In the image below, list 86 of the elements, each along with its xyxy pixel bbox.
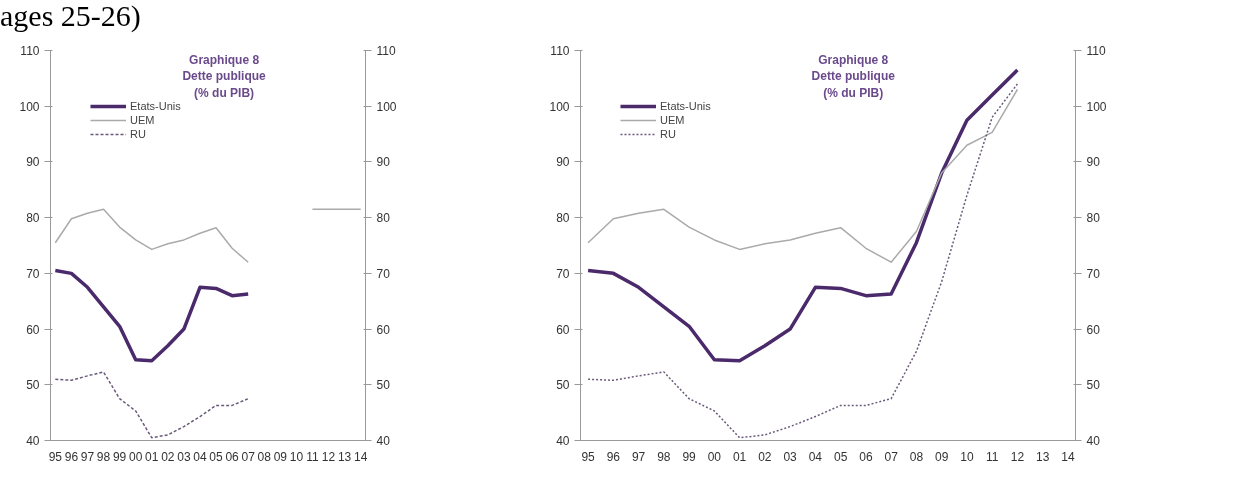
x-tick-label: 14	[1061, 449, 1075, 464]
x-tick-label: 06	[225, 449, 240, 464]
y-tick-label: 90	[26, 155, 40, 170]
y2-tick-label: 50	[1086, 378, 1101, 393]
x-tick-label: 04	[193, 449, 207, 464]
text: Graphique 8 Dette publique (% du PIB)	[182, 52, 267, 101]
x-tick-label: 07	[884, 449, 899, 464]
line-series	[54, 371, 249, 439]
x-tick-label: 95	[581, 449, 596, 464]
y2-tick-label: 110	[1086, 44, 1106, 58]
x-tick-label: 12	[1010, 449, 1025, 464]
y-tick-label: 40	[556, 434, 570, 448]
x-tick-label: 95	[48, 449, 63, 464]
y2-tick-label: 40	[1086, 434, 1101, 448]
line-series	[587, 88, 1019, 263]
y2-tick-label: 80	[376, 211, 391, 226]
y-tick-label: 100	[549, 99, 570, 114]
y2-tick-label: 60	[376, 322, 391, 337]
x-tick-label: 05	[209, 449, 224, 464]
x-tick-label: 11	[306, 449, 320, 464]
legend-label: UEM	[660, 114, 685, 126]
y2-tick-label: 100	[376, 99, 397, 114]
x-tick-label: 96	[64, 449, 79, 464]
x-tick-label: 08	[909, 449, 924, 464]
y-tick-label: 100	[19, 99, 40, 114]
x-tick-label: 03	[177, 449, 191, 464]
x-tick-label: 10	[289, 449, 304, 464]
x-tick-label: 99	[112, 449, 127, 464]
y2-tick-label: 110	[376, 44, 396, 58]
legend-label: RU	[660, 128, 677, 140]
line-series	[53, 268, 250, 363]
text: ages 25-26)	[0, 0, 141, 32]
x-tick-label: 01	[145, 449, 159, 464]
x-tick-label: 02	[161, 449, 175, 464]
x-tick-label: 00	[707, 449, 722, 464]
x-tick-label: 12	[321, 449, 336, 464]
text: Graphique 8 Dette publique (% du PIB)	[811, 52, 896, 101]
line-series	[587, 83, 1019, 439]
x-tick-label: 04	[808, 449, 823, 464]
y-tick-label: 80	[26, 211, 40, 226]
y2-tick-label: 60	[1086, 322, 1101, 337]
x-tick-label: 11	[985, 449, 999, 464]
x-tick-label: 98	[96, 449, 111, 464]
x-tick-label: 97	[80, 449, 95, 464]
x-tick-label: 01	[732, 449, 747, 464]
y-tick-label: 110	[20, 44, 40, 58]
x-tick-label: 13	[1035, 449, 1050, 464]
x-tick-label: 03	[783, 449, 798, 464]
x-tick-label: 09	[273, 449, 288, 464]
x-tick-label: 07	[241, 449, 256, 464]
y2-tick-label: 70	[1086, 266, 1101, 281]
x-tick-label: 05	[833, 449, 848, 464]
x-tick-label: 96	[606, 449, 621, 464]
y-tick-label: 90	[556, 155, 570, 170]
legend-label: Etats-Unis	[130, 100, 181, 112]
y-tick-label: 60	[556, 322, 570, 337]
x-tick-label: 09	[934, 449, 949, 464]
x-tick-label: 99	[682, 449, 697, 464]
y-tick-label: 70	[26, 266, 40, 281]
y2-tick-label: 70	[376, 266, 391, 281]
line-series	[586, 68, 1020, 363]
y-tick-label: 110	[550, 44, 570, 58]
x-tick-label: 98	[657, 449, 671, 464]
y-tick-label: 50	[556, 378, 570, 393]
legend-label: UEM	[130, 114, 155, 126]
y2-tick-label: 90	[1086, 155, 1101, 170]
x-tick-label: 97	[631, 449, 646, 464]
y-tick-label: 60	[26, 322, 40, 337]
y-tick-label: 70	[556, 266, 570, 281]
x-tick-label: 08	[257, 449, 272, 464]
x-tick-label: 14	[354, 449, 368, 464]
y2-tick-label: 80	[1086, 211, 1101, 226]
x-tick-label: 00	[129, 449, 143, 464]
x-tick-label: 02	[758, 449, 772, 464]
x-tick-label: 13	[337, 449, 352, 464]
x-tick-label: 10	[960, 449, 974, 464]
x-tick-label: 06	[859, 449, 873, 464]
y2-tick-label: 90	[376, 155, 391, 170]
y2-tick-label: 100	[1086, 99, 1107, 114]
y2-tick-label: 40	[376, 434, 391, 448]
legend-label: Etats-Unis	[660, 100, 711, 112]
y-tick-label: 80	[556, 211, 570, 226]
y-tick-label: 40	[26, 434, 40, 448]
legend-label: RU	[130, 128, 147, 140]
y-tick-label: 50	[26, 378, 40, 393]
y2-tick-label: 50	[376, 378, 391, 393]
